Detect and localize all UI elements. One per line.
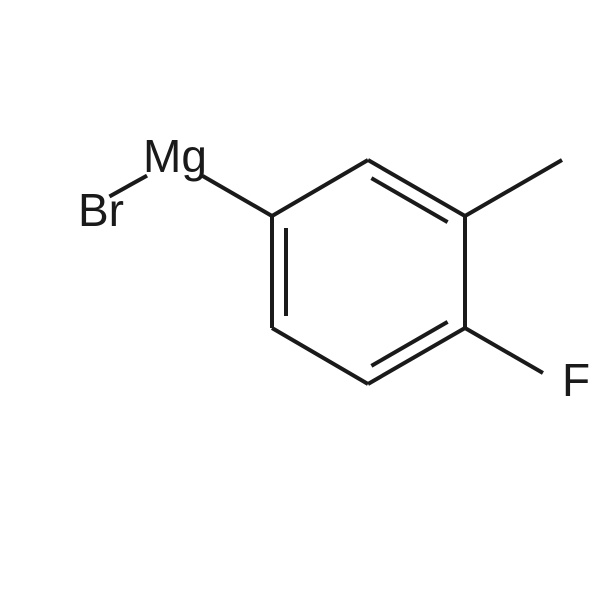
chemical-structure-diagram: Br Mg F: [0, 0, 600, 600]
bond: [465, 328, 543, 373]
atom-label-f: F: [562, 354, 590, 406]
bond: [368, 160, 465, 216]
atom-label-br: Br: [78, 184, 124, 236]
bond: [272, 328, 368, 384]
bond: [203, 176, 272, 216]
atom-label-mg: Mg: [143, 130, 207, 182]
bond: [465, 160, 562, 216]
bond: [368, 328, 465, 384]
bond: [272, 160, 368, 216]
